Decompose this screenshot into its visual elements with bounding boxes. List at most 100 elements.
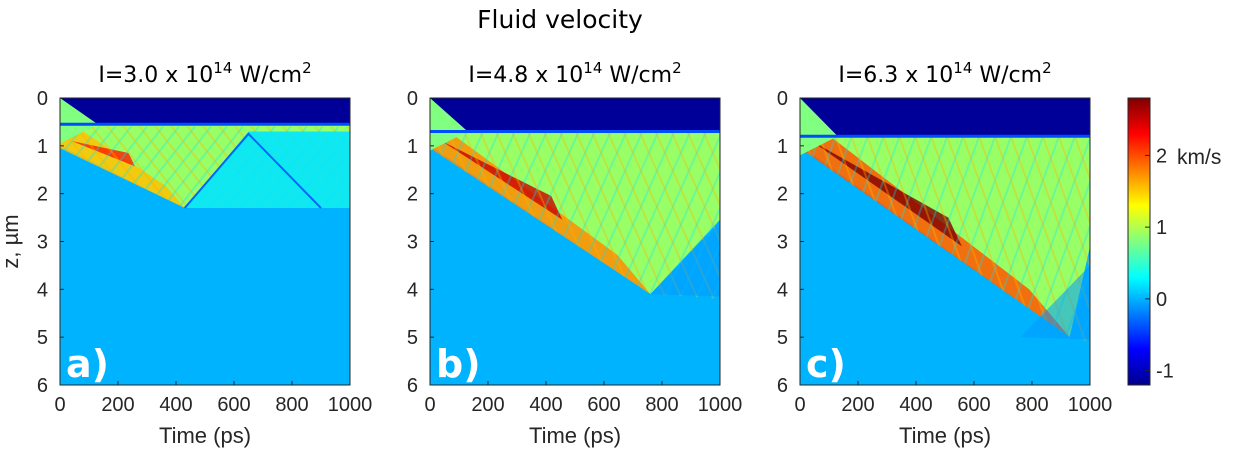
y-tick-label: 5 xyxy=(407,327,418,349)
ablation-layer xyxy=(60,98,350,125)
y-tick-label: 6 xyxy=(777,375,788,397)
y-tick-label: 3 xyxy=(407,232,418,254)
wave-stripe xyxy=(1231,127,1249,366)
y-tick-label: 6 xyxy=(407,375,418,397)
heatmap xyxy=(60,98,350,385)
colorbar-tick-label: -1 xyxy=(1156,361,1174,383)
panel-a: 0 200 400 600 800 1000 0 1 2 3 4 5 6 Time (ps) z, µm I=… xyxy=(0,59,373,448)
colorbar: -1 0 1 2 km/s xyxy=(1127,97,1221,386)
wave-stripe xyxy=(668,126,720,244)
y-tick-label: 4 xyxy=(37,279,48,301)
reflected-wave-region xyxy=(650,222,720,297)
panel-label: b) xyxy=(436,342,481,386)
ablation-layer xyxy=(800,98,1090,137)
y-tick-label: 6 xyxy=(37,375,48,397)
wave-stripe xyxy=(1054,126,1090,226)
wave-stripe xyxy=(700,126,720,172)
y-tick-label: 2 xyxy=(407,184,418,206)
x-tick-label: 600 xyxy=(217,394,250,416)
wave-stripe xyxy=(430,126,439,146)
wave-stripe xyxy=(800,343,809,367)
wave-stripe xyxy=(800,126,809,150)
y-tick-label: 2 xyxy=(37,184,48,206)
panel-title: I=4.8 x 1014 W/cm2 xyxy=(468,59,681,88)
wave-stripe xyxy=(1038,126,1090,270)
wave-stripe xyxy=(60,126,84,158)
y-tick-label: 0 xyxy=(37,88,48,110)
y-tick-label: 3 xyxy=(37,232,48,254)
wave-stripe xyxy=(1022,126,1090,313)
x-tick-label: 0 xyxy=(794,394,805,416)
heatmap xyxy=(430,98,720,385)
wave-stripe xyxy=(346,231,350,238)
early-time-region xyxy=(800,98,838,156)
wave-stripe xyxy=(430,126,471,218)
unshocked-region xyxy=(430,148,720,385)
x-tick-label: 1000 xyxy=(328,394,373,416)
panel-b: 0 200 400 600 800 1000 0 1 2 3 4 5 6 Time (ps) I=4.8 x… xyxy=(407,59,743,448)
y-tick-label: 0 xyxy=(777,88,788,110)
y-tick-label: 1 xyxy=(37,136,48,158)
x-tick-label: 400 xyxy=(899,394,932,416)
colorbar-tick-label: 1 xyxy=(1156,217,1167,239)
wave-stripe xyxy=(572,126,662,324)
x-tick-label: 200 xyxy=(841,394,874,416)
wave-stripe xyxy=(636,134,720,324)
y-tick-label: 5 xyxy=(777,327,788,349)
compressed-region xyxy=(430,98,720,295)
x-tick-label: 600 xyxy=(957,394,990,416)
reflected-wave-region xyxy=(1020,265,1090,340)
y-tick-label: 1 xyxy=(407,136,418,158)
colorbar-ticks: -1 0 1 2 xyxy=(1145,145,1174,383)
shock-band xyxy=(430,133,651,295)
unshocked-region xyxy=(800,148,1090,385)
early-time-region xyxy=(60,98,98,144)
colorbar-tick-label: 0 xyxy=(1156,289,1167,311)
y-axis-label: z, µm xyxy=(0,214,23,268)
x-tick-label: 800 xyxy=(1015,394,1048,416)
early-time-region xyxy=(430,98,468,151)
x-axis-label: Time (ps) xyxy=(529,423,621,448)
y-tick-label: 3 xyxy=(777,232,788,254)
wave-stripe xyxy=(716,313,720,324)
y-tick-label: 4 xyxy=(777,279,788,301)
wave-stripe xyxy=(1231,127,1249,366)
heatmap xyxy=(800,98,1249,385)
y-tick-label: 4 xyxy=(407,279,418,301)
unshocked-region xyxy=(60,148,350,385)
x-tick-label: 600 xyxy=(587,394,620,416)
panel-title: I=6.3 x 1014 W/cm2 xyxy=(838,59,1051,88)
wave-stripe xyxy=(716,126,720,136)
x-tick-label: 1000 xyxy=(698,394,743,416)
x-tick-label: 0 xyxy=(424,394,435,416)
ablation-layer xyxy=(430,98,720,132)
x-tick-label: 200 xyxy=(471,394,504,416)
x-tick-label: 0 xyxy=(54,394,65,416)
wave-stripe xyxy=(1070,126,1090,182)
colorbar-unit: km/s xyxy=(1177,146,1221,169)
panel-label: a) xyxy=(66,342,109,386)
x-tick-label: 400 xyxy=(529,394,562,416)
x-tick-label: 400 xyxy=(159,394,192,416)
figure-title: Fluid velocity xyxy=(477,5,643,34)
reflected-wave xyxy=(183,132,322,209)
wave-stripe xyxy=(60,126,100,178)
shock-band xyxy=(800,133,1070,338)
x-tick-label: 800 xyxy=(645,394,678,416)
x-axis-label: Time (ps) xyxy=(899,423,991,448)
colorbar-gradient xyxy=(1127,97,1151,386)
wave-stripe xyxy=(652,126,720,280)
x-axis-label: Time (ps) xyxy=(159,423,251,448)
peak-band xyxy=(811,141,962,247)
peak-band xyxy=(441,141,563,220)
reflected-wave-region xyxy=(184,131,350,209)
y-tick-label: 5 xyxy=(37,327,48,349)
x-tick-label: 1000 xyxy=(1068,394,1113,416)
peak-band xyxy=(71,141,135,167)
panel-c: 0 200 400 600 800 1000 0 1 2 3 4 5 6 Time (ps) I=6.3 x… xyxy=(777,59,1249,448)
wave-stripe xyxy=(684,126,720,208)
wave-stripe xyxy=(430,304,439,324)
panel-label: c) xyxy=(806,342,846,386)
y-tick-label: 2 xyxy=(777,184,788,206)
